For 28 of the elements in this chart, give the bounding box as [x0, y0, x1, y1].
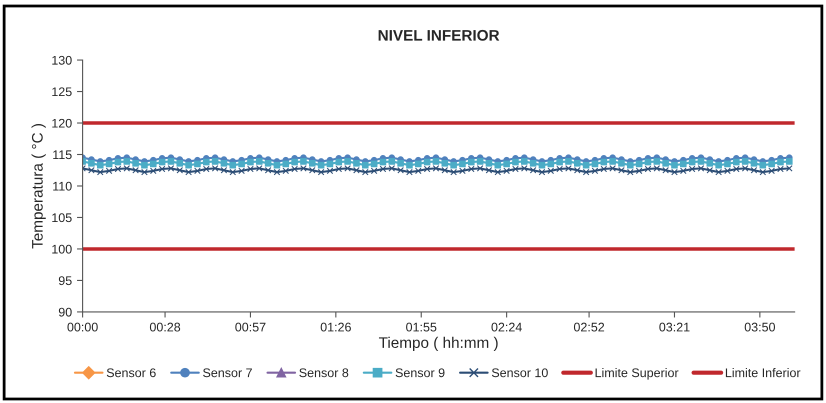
x-tick-label: 02:24 [491, 322, 522, 332]
y-tick-label: 90 [58, 308, 72, 317]
x-tick-label: 00:57 [235, 322, 266, 332]
legend-label: Sensor 9 [396, 368, 444, 378]
x-tick-label: 03:21 [659, 322, 690, 332]
x-tick-label: 01:55 [406, 322, 436, 332]
x-tick-label: 00:00 [67, 322, 98, 332]
x-axis-title: Tiempo ( hh:mm ) [378, 336, 498, 352]
y-tick-label: 130 [52, 56, 72, 65]
x-tick-label: 01:26 [320, 322, 351, 332]
y-tick-label: 125 [52, 87, 72, 96]
x-tick-label: 02:52 [574, 322, 604, 332]
chart-title: NIVEL INFERIOR [378, 30, 500, 41]
legend-label: Limite Inferior [726, 368, 800, 378]
legend-label: Sensor 10 [492, 368, 548, 378]
y-axis-title: Temperatura ( °C ) [32, 124, 46, 249]
legend-label: Sensor 6 [106, 368, 156, 378]
y-tick-label: 115 [53, 150, 72, 160]
x-tick-label: 00:28 [150, 322, 180, 332]
y-tick-label: 120 [52, 118, 72, 128]
legend-label: Sensor 8 [299, 368, 348, 378]
x-tick-label: 03:50 [744, 322, 776, 332]
y-tick-label: 110 [53, 182, 72, 191]
legend-label: Sensor 7 [203, 368, 252, 378]
y-tick-label: 100 [52, 244, 72, 254]
y-tick-label: 95 [58, 276, 72, 286]
y-tick-label: 105 [52, 213, 72, 222]
legend-label: Limite Superior [596, 368, 678, 380]
